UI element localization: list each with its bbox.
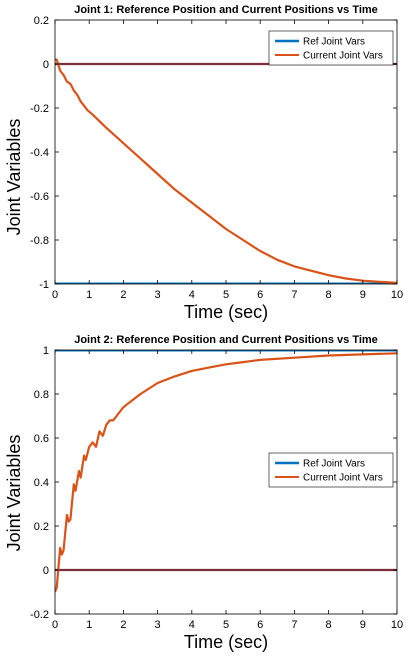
y-axis-label: Joint Variables bbox=[4, 435, 24, 552]
chart-title: Joint 2: Reference Position and Current … bbox=[74, 334, 378, 346]
y-tick-label: -0.2 bbox=[30, 609, 49, 621]
legend-entry-label: Ref Joint Vars bbox=[303, 459, 365, 470]
x-tick-label: 6 bbox=[257, 619, 263, 631]
x-tick-label: 0 bbox=[52, 289, 58, 301]
y-tick-label: 0 bbox=[43, 565, 49, 577]
series-line-current bbox=[55, 352, 397, 593]
y-tick-label: 0.6 bbox=[34, 433, 49, 445]
y-axis-label: Joint Variables bbox=[4, 119, 24, 236]
x-tick-label: 7 bbox=[291, 619, 297, 631]
legend-entry-label: Current Joint Vars bbox=[303, 473, 383, 484]
legend-box bbox=[268, 452, 394, 488]
x-tick-label: 1 bbox=[86, 289, 92, 301]
x-tick-label: 1 bbox=[86, 619, 92, 631]
y-tick-label: -1 bbox=[39, 279, 49, 291]
y-tick-label: -0.8 bbox=[30, 235, 49, 247]
y-tick-label: 1 bbox=[43, 345, 49, 357]
series-line-current bbox=[55, 58, 397, 284]
y-tick-label: 0.2 bbox=[34, 521, 49, 533]
y-tick-label: 0 bbox=[43, 59, 49, 71]
legend-entry-label: Current Joint Vars bbox=[303, 51, 383, 62]
x-tick-label: 0 bbox=[52, 619, 58, 631]
legend-box bbox=[268, 30, 394, 66]
x-axis-label: Time (sec) bbox=[184, 302, 268, 322]
x-tick-label: 5 bbox=[223, 619, 229, 631]
x-tick-label: 10 bbox=[391, 289, 403, 301]
x-tick-label: 8 bbox=[326, 289, 332, 301]
chart-title: Joint 1: Reference Position and Current … bbox=[74, 4, 378, 16]
legend-entry-label: Ref Joint Vars bbox=[303, 37, 365, 48]
x-tick-label: 2 bbox=[120, 619, 126, 631]
x-axis-label: Time (sec) bbox=[184, 632, 268, 652]
x-tick-label: 4 bbox=[189, 289, 195, 301]
y-tick-label: 0.8 bbox=[34, 389, 49, 401]
x-tick-label: 8 bbox=[326, 619, 332, 631]
y-tick-label: 0.2 bbox=[34, 15, 49, 27]
y-tick-label: 0.4 bbox=[34, 477, 49, 489]
x-tick-label: 9 bbox=[360, 289, 366, 301]
legend: Ref Joint Vars Current Joint Vars bbox=[268, 30, 394, 66]
x-tick-label: 5 bbox=[223, 289, 229, 301]
y-tick-label: -0.4 bbox=[30, 147, 49, 159]
x-tick-label: 10 bbox=[391, 619, 403, 631]
x-tick-label: 7 bbox=[291, 289, 297, 301]
x-tick-label: 3 bbox=[155, 619, 161, 631]
x-tick-label: 4 bbox=[189, 619, 195, 631]
y-tick-label: -0.2 bbox=[30, 103, 49, 115]
x-tick-label: 9 bbox=[360, 619, 366, 631]
x-tick-label: 6 bbox=[257, 289, 263, 301]
chart-joint-1: Joint 1: Reference Position and Current … bbox=[4, 4, 403, 322]
y-tick-label: -0.6 bbox=[30, 191, 49, 203]
chart-joint-2: Joint 2: Reference Position and Current … bbox=[4, 334, 403, 652]
x-tick-label: 2 bbox=[120, 289, 126, 301]
legend: Ref Joint Vars Current Joint Vars bbox=[268, 452, 394, 488]
x-tick-label: 3 bbox=[155, 289, 161, 301]
